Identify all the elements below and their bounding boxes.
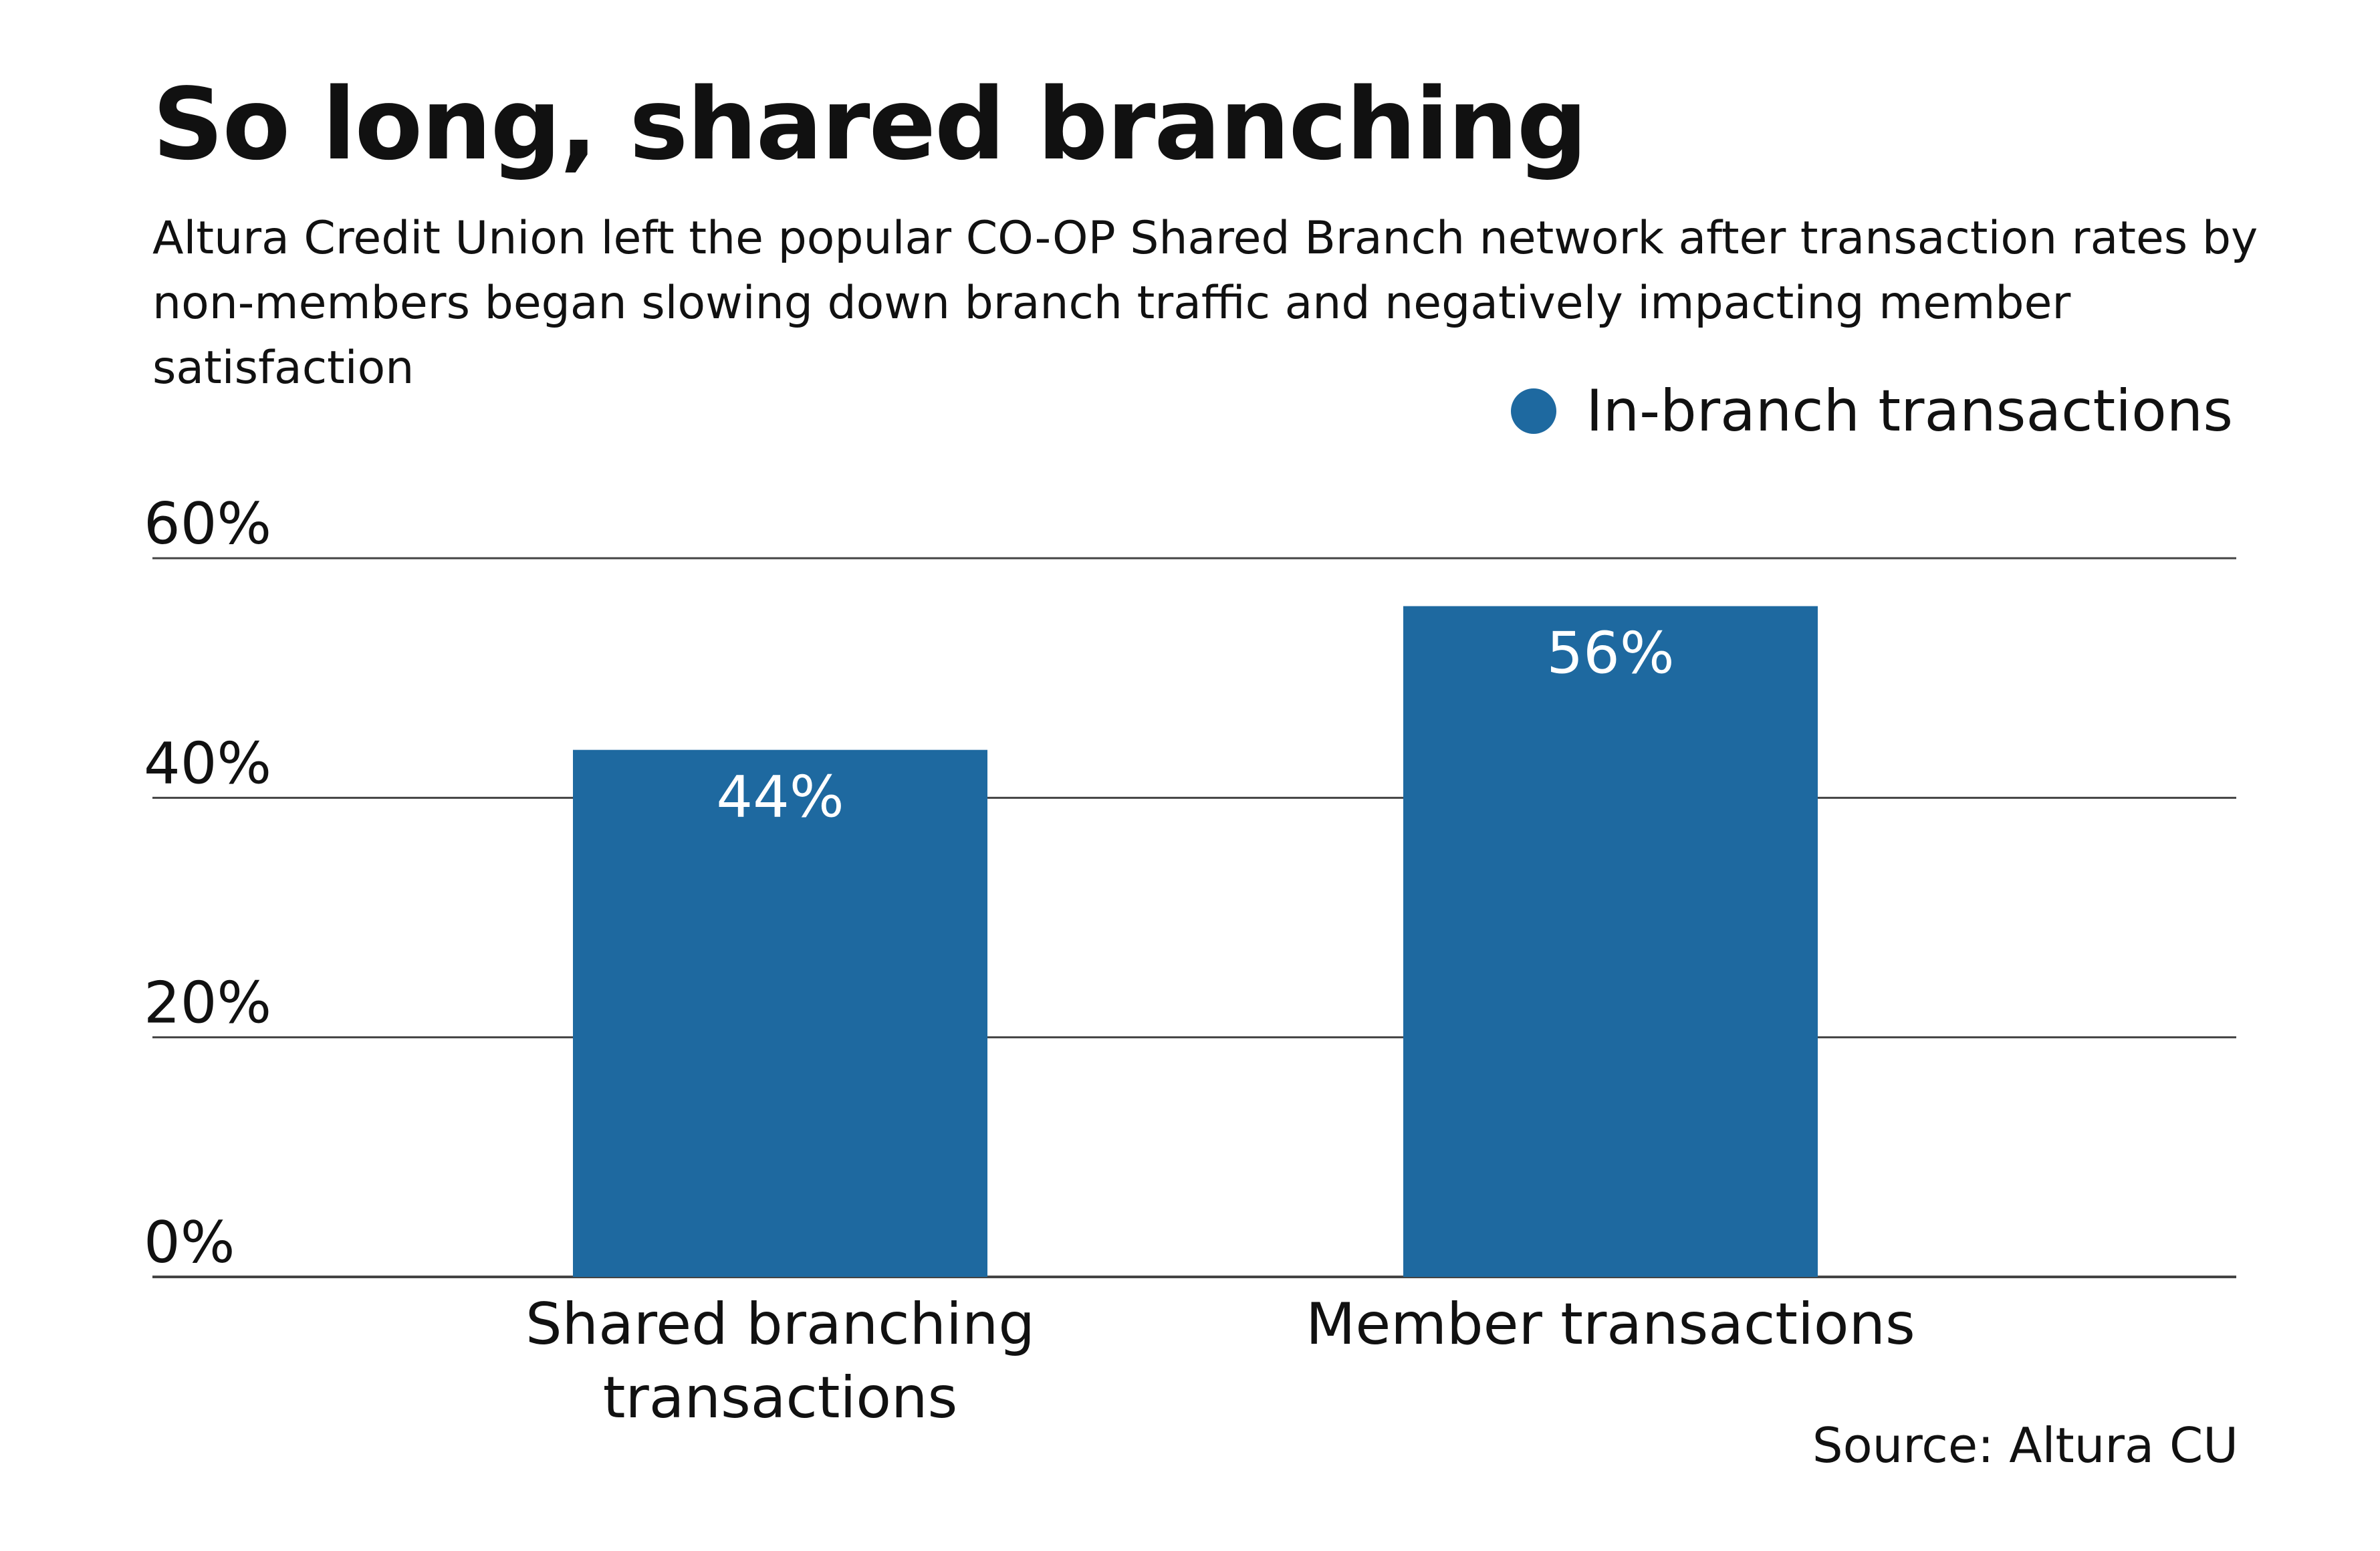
bar [573, 749, 987, 1277]
chart-subtitle: Altura Credit Union left the popular CO-… [152, 212, 2258, 394]
chart-title: So long, shared branching [152, 67, 1588, 182]
x-category-label: Member transactions [1306, 1291, 1915, 1358]
y-tick-label: 0% [144, 1209, 235, 1276]
y-tick-label: 20% [144, 970, 271, 1037]
y-tick-label: 40% [144, 730, 271, 797]
y-tick-label: 60% [144, 491, 271, 558]
x-category-label: transactions [603, 1364, 958, 1431]
legend-label: In-branch transactions [1586, 378, 2233, 445]
bar-value-label: 56% [1546, 620, 1674, 687]
bar [1403, 606, 1818, 1277]
x-category-label: Shared branching [525, 1291, 1035, 1358]
legend-swatch [1511, 388, 1557, 434]
legend: In-branch transactions [1511, 378, 2233, 445]
bar-value-label: 44% [716, 764, 844, 831]
source-note: Source: Altura CU [1812, 1417, 2238, 1473]
